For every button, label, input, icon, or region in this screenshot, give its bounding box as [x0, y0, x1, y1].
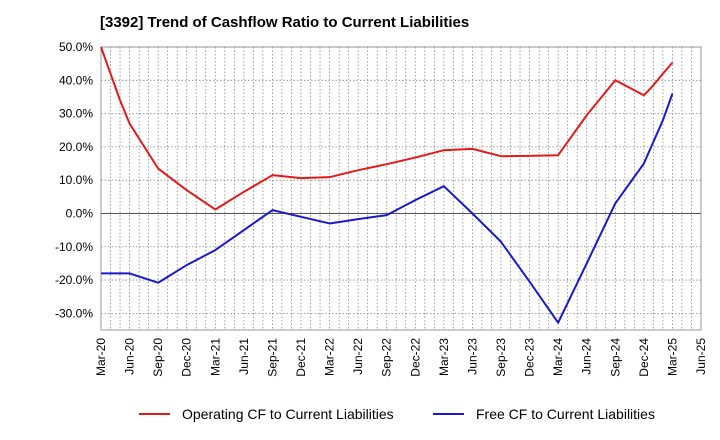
x-tick-label: Mar-21 [208, 338, 222, 376]
x-tick-label: Sep-23 [494, 338, 508, 377]
x-tick-label: Sep-20 [151, 338, 165, 377]
series-line [101, 93, 674, 324]
x-tick-label: Jun-23 [465, 338, 479, 375]
chart-title: [3392] Trend of Cashflow Ratio to Curren… [100, 14, 470, 31]
plot-area [100, 46, 702, 331]
x-tick-label: Dec-20 [180, 338, 194, 377]
x-tick-label: Mar-25 [665, 338, 679, 376]
legend: Operating CF to Current Liabilities Free … [139, 406, 655, 422]
x-tick-label: Jun-21 [237, 338, 251, 375]
x-tick-label: Dec-24 [637, 338, 651, 377]
x-tick-label: Dec-22 [408, 338, 422, 377]
x-tick-label: Dec-21 [294, 338, 308, 377]
x-tick-label: Mar-22 [323, 338, 337, 376]
legend-label: Free CF to Current Liabilities [476, 406, 655, 422]
x-tick-label: Jun-25 [694, 338, 708, 375]
y-tick-label: -10.0% [55, 240, 93, 254]
y-tick-label: -30.0% [55, 306, 93, 320]
y-tick-label: 10.0% [59, 173, 93, 187]
x-tick-label: Sep-24 [608, 338, 622, 377]
x-tick-label: Jun-22 [351, 338, 365, 375]
x-tick-label: Jun-24 [580, 338, 594, 375]
x-tick-label: Dec-23 [523, 338, 537, 377]
y-tick-label: 40.0% [59, 73, 93, 87]
x-tick-label: Mar-24 [551, 338, 565, 376]
y-axis-ticks: 50.0% 40.0% 30.0% 20.0% 10.0% 0.0% -10.0% -20.0… [55, 40, 93, 320]
x-axis-ticks: Mar-20 Jun-20 Sep-20 Dec-20 Mar-21 Jun-21 Sep-… [94, 338, 708, 377]
x-tick-label: Mar-23 [437, 338, 451, 376]
y-tick-label: -20.0% [55, 273, 93, 287]
x-tick-label: Mar-20 [94, 338, 108, 376]
y-tick-label: 50.0% [59, 40, 93, 54]
x-tick-label: Sep-22 [380, 338, 394, 377]
x-tick-label: Sep-21 [265, 338, 279, 377]
legend-label: Operating CF to Current Liabilities [182, 406, 394, 422]
series-layer [100, 46, 674, 324]
x-tick-label: Jun-20 [123, 338, 137, 375]
y-tick-label: 20.0% [59, 140, 93, 154]
y-tick-label: 30.0% [59, 107, 93, 121]
series-line [100, 46, 674, 211]
y-tick-label: 0.0% [66, 206, 94, 220]
